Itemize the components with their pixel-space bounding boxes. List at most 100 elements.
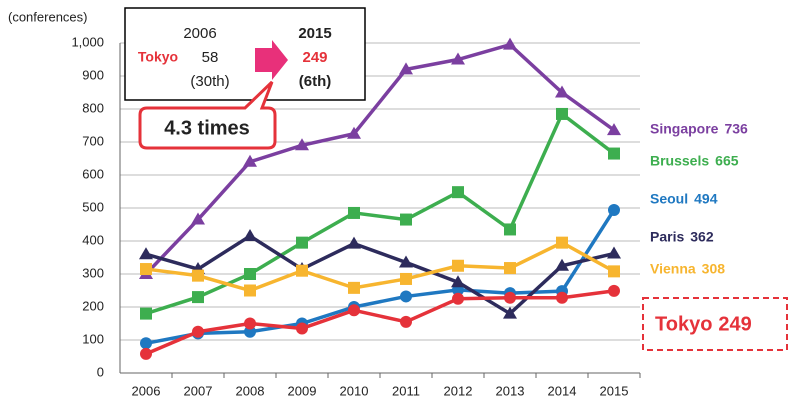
marker [296, 322, 308, 335]
x-tick-label: 2015 [600, 383, 629, 398]
marker [607, 123, 621, 136]
y-tick-label: 300 [82, 265, 104, 280]
rank-from: (30th) [190, 73, 229, 90]
x-tick-label: 2008 [236, 383, 265, 398]
y-tick-label: 100 [82, 331, 104, 346]
marker [139, 247, 153, 260]
y-axis-label: (conferences) [8, 9, 87, 24]
series-line [145, 240, 615, 293]
series-label: Vienna [650, 261, 696, 277]
marker [504, 291, 516, 304]
x-tick-label: 2010 [340, 383, 369, 398]
series-line [145, 289, 615, 356]
marker [244, 284, 256, 297]
callout-shape [138, 80, 277, 150]
marker [399, 62, 413, 75]
marker [348, 304, 360, 317]
marker [347, 236, 361, 249]
tokyo-box [642, 297, 788, 351]
series-end-value: 665 [715, 153, 739, 169]
marker [140, 337, 152, 350]
marker [140, 263, 152, 276]
series-line [144, 42, 616, 276]
marker [556, 236, 568, 249]
series-line [145, 233, 615, 316]
y-tick-label: 400 [82, 232, 104, 247]
marker [556, 107, 568, 120]
marker [608, 147, 620, 160]
marker [608, 203, 620, 216]
marker [452, 259, 464, 272]
x-tick-label: 2013 [496, 383, 525, 398]
marker [503, 306, 517, 319]
series-line [145, 209, 616, 346]
annotation-frame [124, 7, 366, 101]
x-tick-label: 2011 [392, 383, 420, 398]
plot: 0 100 200 300 400 500 600 700 800 900 1,000 2006 200… [71, 34, 641, 398]
x-tick-label: 2009 [288, 383, 317, 398]
marker [191, 212, 205, 225]
marker [608, 265, 620, 278]
marker [452, 292, 464, 305]
series-end-value: 308 [702, 261, 726, 277]
year-to: 2015 [298, 25, 331, 42]
rank-to: (6th) [299, 73, 332, 90]
y-tick-label: 0 [97, 364, 104, 379]
marker [400, 290, 412, 303]
x-tick-label: 2006 [132, 383, 161, 398]
x-tick-label: 2007 [184, 383, 213, 398]
series-line [145, 111, 616, 316]
y-tick-label: 1,000 [71, 34, 104, 49]
marker [348, 206, 360, 219]
year-from: 2006 [183, 25, 216, 42]
marker [555, 258, 569, 271]
series-label: Singapore [650, 121, 719, 137]
y-tick-label: 500 [82, 199, 104, 214]
series-end-value: 249 [718, 313, 751, 335]
marker [399, 255, 413, 268]
y-tick-label: 600 [82, 166, 104, 181]
marker [400, 213, 412, 226]
marker [244, 325, 256, 338]
series-label: Paris [650, 229, 684, 245]
marker [451, 52, 465, 65]
marker [347, 126, 361, 139]
marker [504, 262, 516, 275]
marker [244, 317, 256, 330]
y-tick-label: 800 [82, 100, 104, 115]
marker [504, 223, 516, 236]
marker [607, 246, 621, 259]
series-end-value: 362 [690, 229, 714, 245]
marker [243, 154, 257, 167]
marker [555, 85, 569, 98]
marker [452, 186, 464, 199]
city: Tokyo [138, 49, 178, 65]
x-tick-label: 2014 [548, 383, 577, 398]
y-tick-label: 200 [82, 298, 104, 313]
callout-text: 4.3 times [164, 117, 250, 139]
series-label: Brussels [650, 153, 709, 169]
x-tick-label: 2012 [444, 383, 473, 398]
marker [192, 291, 204, 304]
marker [400, 272, 412, 285]
marker [503, 37, 517, 50]
series-end-value: 494 [694, 191, 718, 207]
marker [296, 264, 308, 277]
annotation-box: 2006 Tokyo 58 (30th) 2015 249 (6th) [124, 7, 366, 101]
callout: 4.3 times [138, 80, 277, 150]
marker [400, 315, 412, 328]
series-label: Tokyo [655, 313, 712, 335]
marker [296, 236, 308, 249]
value-to: 249 [302, 49, 327, 66]
marker [451, 275, 465, 288]
marker [192, 325, 204, 338]
series-end-value: 736 [724, 121, 748, 137]
marker [140, 347, 152, 360]
value-from: 58 [202, 49, 219, 66]
marker [140, 307, 152, 320]
arrow [255, 40, 288, 80]
marker [192, 269, 204, 282]
series-label: Seoul [650, 191, 688, 207]
y-tick-label: 700 [82, 133, 104, 148]
y-tick-label: 900 [82, 67, 104, 82]
